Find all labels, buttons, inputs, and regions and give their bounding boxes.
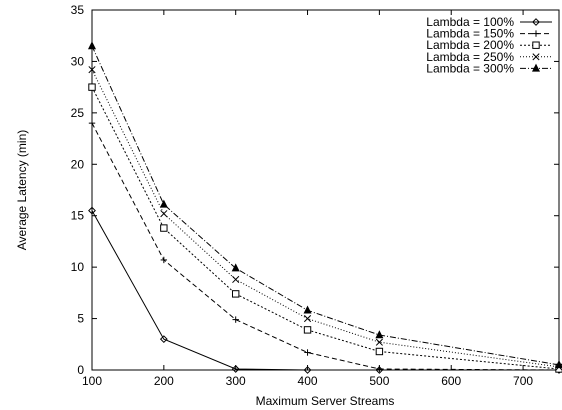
- data-point-triangle: [303, 305, 312, 314]
- data-point-triangle: [375, 330, 384, 339]
- data-point-cross: [88, 66, 96, 74]
- data-point-triangle: [231, 263, 240, 272]
- data-point-diamond: [159, 335, 168, 344]
- y-tick-label: 15: [71, 209, 85, 223]
- series-4: [88, 66, 562, 371]
- data-point-plus: [376, 365, 383, 373]
- data-point-diamond: [303, 366, 312, 374]
- data-point-cross: [232, 275, 240, 284]
- data-point-square: [88, 83, 96, 91]
- legend-label: Lambda = 100%: [426, 15, 514, 29]
- data-point-triangle: [531, 63, 541, 72]
- x-tick-label: 100: [82, 374, 102, 388]
- cross-b: [532, 53, 540, 61]
- cross-b: [88, 66, 96, 74]
- data-point-square: [375, 347, 384, 356]
- data-point-triangle: [87, 41, 97, 50]
- data-point-plus: [88, 119, 96, 127]
- y-tick-label: 30: [71, 54, 85, 68]
- cross-b: [232, 275, 240, 284]
- y-tick-label: 35: [71, 3, 85, 17]
- data-point-triangle: [554, 360, 562, 369]
- legend-label: Lambda = 250%: [426, 50, 514, 64]
- cross-b: [303, 315, 312, 323]
- data-point-plus: [160, 256, 168, 264]
- y-tick-label: 20: [71, 157, 85, 171]
- x-tick-label: 700: [513, 374, 533, 388]
- x-tick-label: 300: [226, 374, 246, 388]
- cross-b: [375, 338, 383, 346]
- series-2: [88, 119, 562, 374]
- y-tick-label: 10: [71, 260, 85, 274]
- legend-label: Lambda = 300%: [426, 61, 514, 75]
- series-3: [88, 83, 562, 373]
- data-point-cross: [532, 53, 540, 61]
- series-1: [88, 206, 562, 374]
- data-point-diamond: [88, 206, 96, 215]
- series-line: [91, 122, 560, 371]
- data-point-square: [231, 290, 240, 298]
- x-tick-label: 400: [298, 374, 318, 388]
- legend: Lambda = 100%Lambda = 150%Lambda = 200%L…: [426, 15, 552, 75]
- y-axis-title: Average Latency (min): [15, 130, 29, 251]
- data-point-square: [532, 41, 540, 49]
- series-line: [91, 86, 560, 370]
- y-tick-label: 0: [77, 363, 84, 377]
- data-point-cross: [375, 338, 383, 346]
- series-line: [91, 210, 559, 371]
- data-point-diamond: [532, 18, 540, 26]
- cross-b: [160, 210, 168, 218]
- legend-label: Lambda = 150%: [426, 27, 514, 41]
- data-point-cross: [303, 315, 312, 323]
- data-point-plus: [304, 349, 311, 356]
- legend-label: Lambda = 200%: [426, 38, 514, 52]
- data-point-diamond: [231, 365, 240, 373]
- data-point-plus: [232, 316, 239, 323]
- axis-ticks: 100 200 300 400 500 600 700 0 5 10 15 20 25 30 35: [71, 3, 559, 388]
- data-point-square: [303, 326, 312, 334]
- y-tick-label: 25: [71, 106, 85, 120]
- data-point-plus: [532, 30, 540, 37]
- data-point-triangle: [159, 199, 168, 208]
- series-5: [87, 41, 562, 369]
- data-point-cross: [160, 210, 168, 218]
- series-lines: [87, 41, 562, 374]
- x-tick-label: 200: [154, 374, 174, 388]
- y-tick-label: 5: [77, 312, 84, 326]
- series-line: [91, 45, 560, 366]
- x-axis-title: Maximum Server Streams: [256, 394, 395, 408]
- x-tick-label: 600: [441, 374, 461, 388]
- series-line: [91, 69, 560, 368]
- data-point-square: [160, 224, 168, 232]
- x-tick-label: 500: [369, 374, 389, 388]
